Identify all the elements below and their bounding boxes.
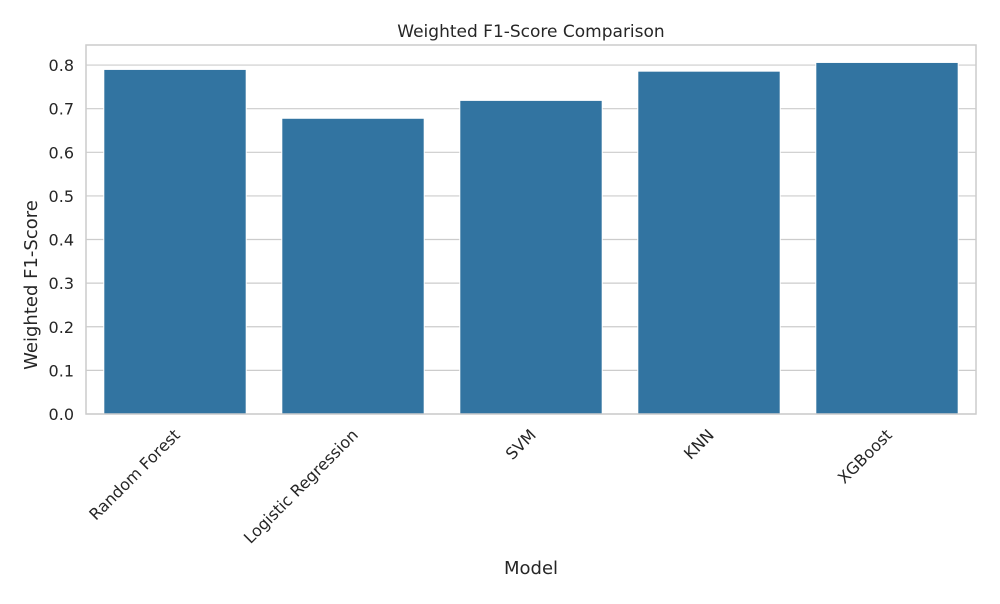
y-tick-label: 0.7: [49, 100, 74, 119]
y-tick-label: 0.3: [49, 274, 74, 293]
x-tick-label: Logistic Regression: [240, 425, 362, 547]
y-tick-label: 0.0: [49, 405, 74, 424]
x-axis-label: Model: [504, 558, 558, 579]
y-tick-label: 0.5: [49, 187, 74, 206]
y-tick-label: 0.8: [49, 56, 74, 75]
axes-border: [85, 44, 977, 415]
y-axis-label: Weighted F1-Score: [21, 200, 42, 370]
y-tick-label: 0.2: [49, 318, 74, 337]
chart-title: Weighted F1-Score Comparison: [397, 22, 664, 42]
bars: [103, 61, 959, 415]
y-tick-labels: 0.0 0.1 0.2 0.3 0.4 0.5 0.6 0.7 0.8: [49, 56, 74, 424]
y-tick-label: 0.4: [49, 231, 74, 250]
x-tick-label: KNN: [680, 425, 718, 463]
bar-xgboost: [815, 61, 959, 415]
y-tick-label: 0.6: [49, 143, 74, 162]
x-tick-label: Random Forest: [85, 425, 184, 524]
bar-random-forest: [103, 68, 247, 415]
y-tick-label: 0.1: [49, 361, 74, 380]
bar-svm: [459, 99, 603, 415]
x-tick-label: SVM: [502, 425, 540, 463]
bar-logistic-regression: [281, 117, 425, 415]
x-tick-labels: Random Forest Logistic Regression SVM KNN XG…: [85, 425, 896, 547]
axes-frame: [85, 44, 977, 415]
bar-knn: [637, 70, 781, 415]
x-tick-label: XGBoost: [834, 425, 896, 487]
